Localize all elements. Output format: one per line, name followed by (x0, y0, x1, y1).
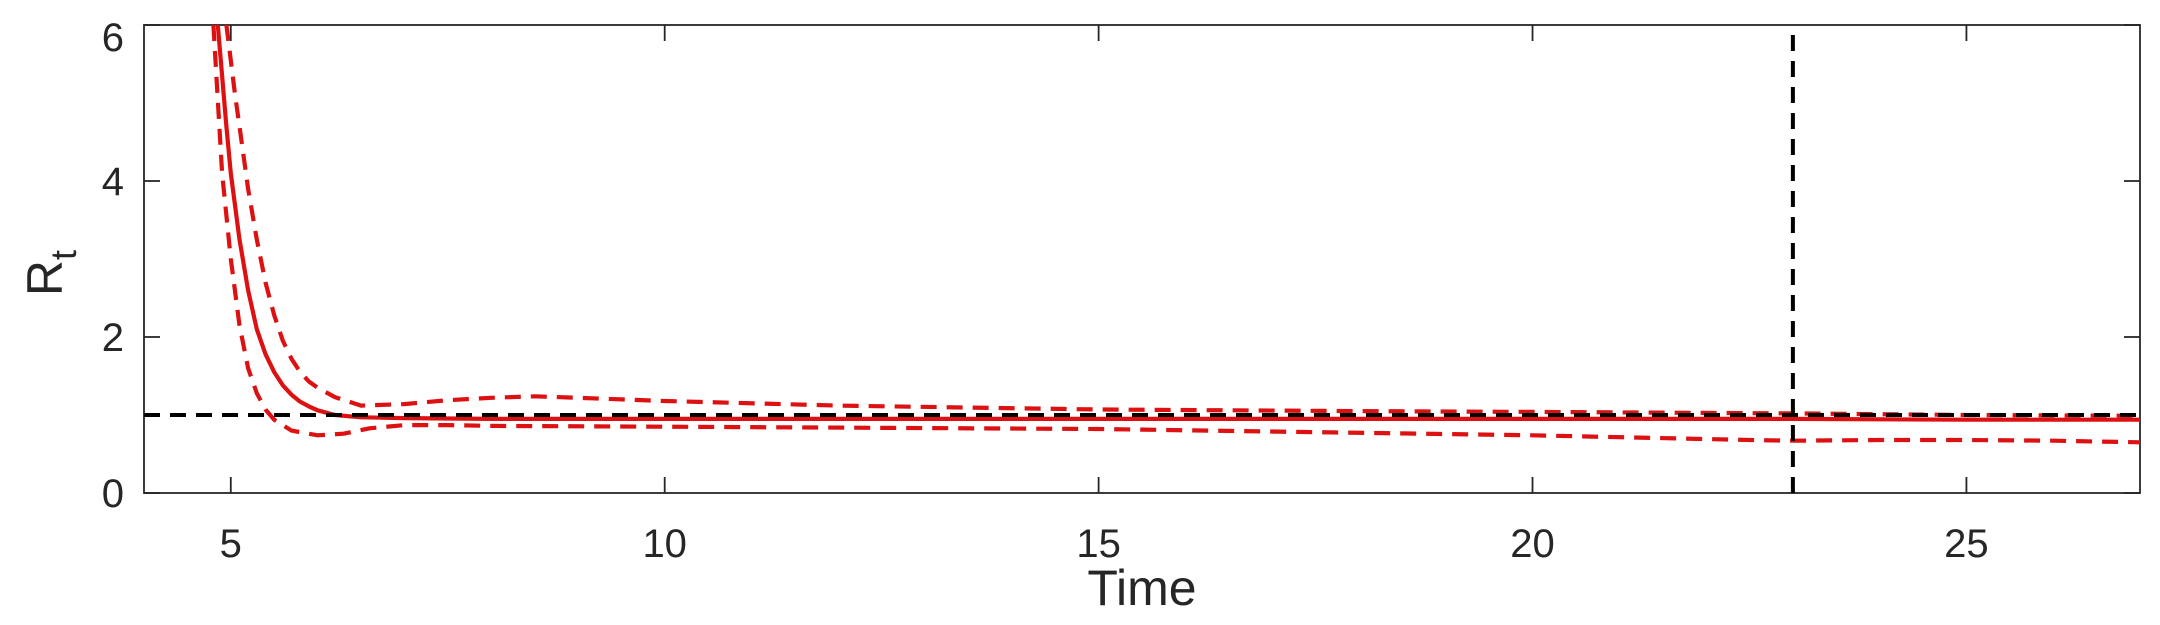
y-tick-label: 6 (102, 16, 124, 60)
x-tick-label: 15 (1076, 522, 1121, 566)
x-tick-label: 5 (220, 522, 242, 566)
y-tick-label: 0 (102, 472, 124, 516)
y-axis-label-main: R (17, 260, 73, 296)
estimate-line (215, 25, 2140, 422)
svg-text:Rt: Rt (17, 250, 84, 296)
y-axis-label-subscript: t (43, 250, 84, 260)
x-tick-label: 25 (1944, 522, 1989, 566)
y-tick-label: 4 (102, 160, 124, 204)
x-tick-label: 20 (1510, 522, 1555, 566)
axis-ticks (144, 24, 2140, 494)
y-axis-label: Rt (17, 250, 84, 296)
tick-labels: 5 10 15 20 25 0 2 4 6 (102, 16, 1989, 566)
plot-area (143, 24, 2141, 494)
plot-frame (143, 24, 2141, 494)
x-tick-label: 10 (642, 522, 687, 566)
upper-bound-line (224, 25, 2140, 418)
series-lines (144, 25, 2140, 493)
y-tick-label: 2 (102, 316, 124, 360)
lower-bound-line (211, 25, 2140, 445)
x-axis-label: Time (1087, 560, 1196, 616)
